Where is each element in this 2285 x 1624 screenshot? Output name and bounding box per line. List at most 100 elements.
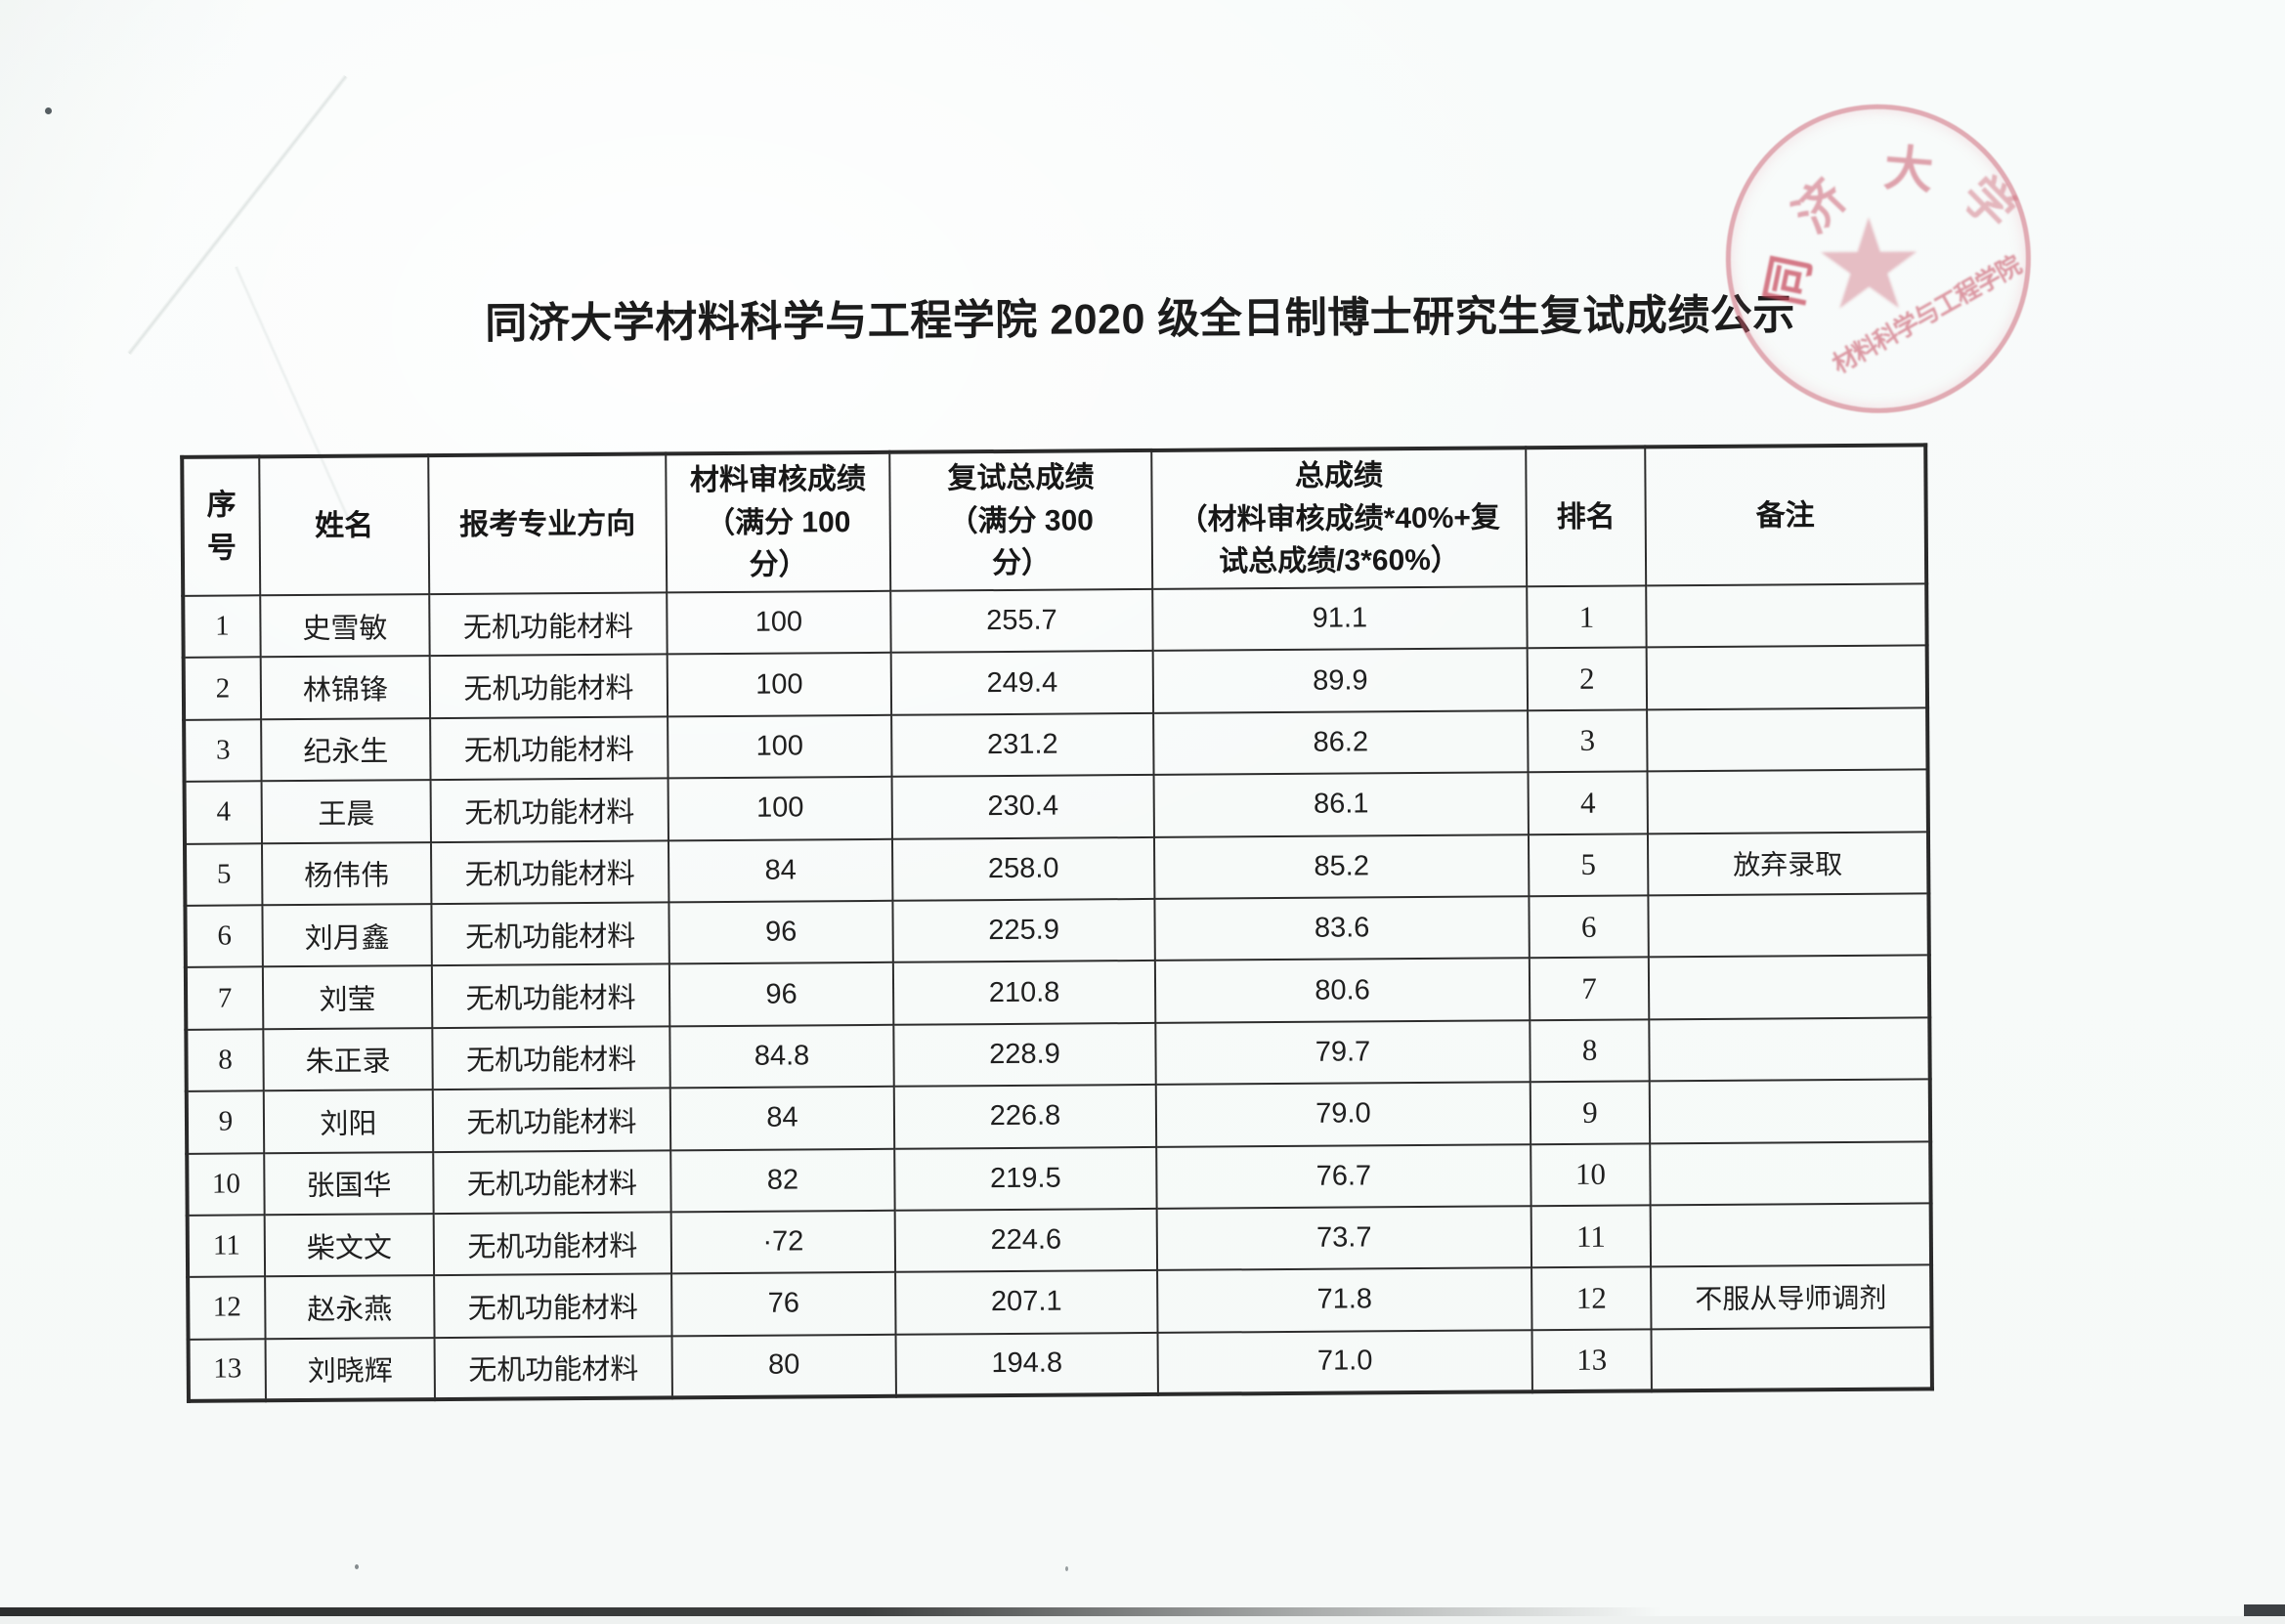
cell-material_score: 100 bbox=[668, 714, 892, 779]
cell-no: 10 bbox=[187, 1152, 265, 1216]
cell-rank: 6 bbox=[1529, 895, 1649, 959]
cell-total_score: 83.6 bbox=[1154, 896, 1530, 962]
header-line: 备注 bbox=[1755, 498, 1815, 533]
header-line: 总成绩 bbox=[1294, 459, 1384, 493]
cell-material_score: 84 bbox=[669, 1086, 895, 1150]
cell-note bbox=[1648, 955, 1930, 1020]
header-line: 报考专业方向 bbox=[459, 507, 636, 541]
cell-total_score: 71.8 bbox=[1157, 1267, 1532, 1333]
header-line: （材料审核成绩*40%+复 bbox=[1178, 501, 1500, 536]
cell-name: 张国华 bbox=[264, 1151, 434, 1216]
cell-material_score: 96 bbox=[668, 962, 894, 1027]
score-table: 序号 姓名 报考专业方向 材料审核成绩 （满分 100 分） 复试总成绩 （满分 300 分） 总… bbox=[180, 443, 1934, 1403]
cell-material_score: 96 bbox=[668, 900, 893, 964]
cell-total_score: 80.6 bbox=[1154, 958, 1531, 1023]
cell-note bbox=[1649, 1079, 1931, 1143]
cell-interview_total: 228.9 bbox=[893, 1022, 1156, 1087]
cell-interview_total: 194.8 bbox=[895, 1332, 1158, 1396]
cell-no: 5 bbox=[184, 842, 263, 906]
cell-note bbox=[1647, 707, 1928, 772]
cell-name: 纪永生 bbox=[261, 717, 431, 782]
cell-rank: 2 bbox=[1527, 647, 1648, 711]
table-row: 13 刘晓辉 无机功能材料 80 194.8 71.0 13 bbox=[188, 1327, 1932, 1401]
header-line: （满分 100 bbox=[705, 505, 851, 539]
cell-major: 无机功能材料 bbox=[433, 1149, 671, 1214]
cell-name: 史雪敏 bbox=[260, 594, 430, 658]
cell-interview_total: 224.6 bbox=[894, 1208, 1158, 1273]
cell-material_score: 100 bbox=[667, 590, 891, 655]
cell-major: 无机功能材料 bbox=[434, 1336, 672, 1400]
cell-name: 杨伟伟 bbox=[261, 841, 432, 906]
cell-total_score: 86.2 bbox=[1153, 710, 1529, 776]
cell-major: 无机功能材料 bbox=[431, 963, 670, 1028]
header-major: 报考专业方向 bbox=[428, 453, 668, 595]
header-rank: 排名 bbox=[1526, 447, 1647, 587]
cell-major: 无机功能材料 bbox=[434, 1273, 672, 1338]
header-line: 分） bbox=[749, 548, 808, 582]
header-line: 分） bbox=[991, 546, 1052, 580]
cell-interview_total: 210.8 bbox=[892, 961, 1156, 1025]
header-line: （满分 300 bbox=[948, 504, 1095, 538]
cell-note: 放弃录取 bbox=[1647, 831, 1929, 896]
header-no: 序号 bbox=[182, 456, 261, 596]
cell-note bbox=[1650, 1203, 1932, 1267]
cell-rank: 4 bbox=[1528, 771, 1648, 834]
cell-name: 赵永燕 bbox=[265, 1275, 435, 1339]
cell-major: 无机功能材料 bbox=[430, 716, 668, 781]
cell-interview_total: 207.1 bbox=[895, 1270, 1158, 1335]
header-note: 备注 bbox=[1645, 445, 1927, 586]
cell-major: 无机功能材料 bbox=[429, 592, 668, 657]
cell-major: 无机功能材料 bbox=[432, 1088, 671, 1152]
cell-note bbox=[1651, 1327, 1932, 1391]
header-row: 序号 姓名 报考专业方向 材料审核成绩 （满分 100 分） 复试总成绩 （满分 300 分） 总… bbox=[182, 445, 1927, 596]
cell-name: 朱正录 bbox=[263, 1027, 433, 1091]
cell-name: 柴文文 bbox=[264, 1213, 435, 1277]
cell-interview_total: 231.2 bbox=[891, 712, 1154, 777]
cell-name: 刘晓辉 bbox=[265, 1337, 435, 1401]
cell-major: 无机功能材料 bbox=[432, 1026, 670, 1090]
cell-total_score: 79.0 bbox=[1155, 1082, 1531, 1147]
header-name: 姓名 bbox=[259, 455, 430, 596]
score-table-header: 序号 姓名 报考专业方向 材料审核成绩 （满分 100 分） 复试总成绩 （满分 300 分） 总… bbox=[182, 445, 1927, 596]
cell-note bbox=[1650, 1140, 1931, 1206]
cell-rank: 12 bbox=[1531, 1266, 1652, 1330]
cell-interview_total: 225.9 bbox=[892, 898, 1155, 963]
cell-total_score: 79.7 bbox=[1155, 1019, 1531, 1086]
cell-interview_total: 258.0 bbox=[891, 836, 1155, 901]
cell-rank: 3 bbox=[1528, 709, 1648, 773]
header-line: 姓名 bbox=[315, 509, 374, 542]
cell-material_score: 100 bbox=[667, 653, 892, 717]
cell-no: 8 bbox=[186, 1029, 264, 1091]
cell-no: 4 bbox=[184, 781, 262, 844]
cell-total_score: 71.0 bbox=[1157, 1329, 1532, 1394]
university-seal-stamp: ★ 同 济 大 学 材料科学与工程学院 bbox=[1724, 103, 2032, 414]
cell-name: 刘月鑫 bbox=[262, 904, 432, 967]
cell-material_score: 84.8 bbox=[669, 1024, 894, 1089]
page-title: 同济大学材料科学与工程学院 2020 级全日制博士研究生复试成绩公示 bbox=[485, 291, 1795, 348]
cell-major: 无机功能材料 bbox=[431, 902, 669, 966]
cell-material_score: ·72 bbox=[670, 1210, 896, 1274]
scanner-edge-shadow bbox=[0, 1607, 1661, 1616]
cell-interview_total: 230.4 bbox=[891, 775, 1154, 839]
cell-interview_total: 255.7 bbox=[890, 588, 1153, 654]
scan-speck bbox=[355, 1564, 359, 1569]
cell-rank: 8 bbox=[1530, 1019, 1650, 1083]
cell-total_score: 73.7 bbox=[1156, 1206, 1532, 1271]
cell-note: 不服从导师调剂 bbox=[1651, 1264, 1932, 1330]
cell-name: 王晨 bbox=[261, 780, 431, 843]
cell-no: 1 bbox=[183, 595, 261, 659]
cell-material_score: 100 bbox=[668, 776, 892, 840]
cell-total_score: 91.1 bbox=[1152, 586, 1528, 652]
scanner-corner-shadow bbox=[2244, 1604, 2285, 1616]
cell-note bbox=[1646, 645, 1928, 710]
seal-char: 学 bbox=[1952, 166, 2026, 240]
header-line: 材料审核成绩 bbox=[689, 463, 867, 497]
cell-no: 9 bbox=[186, 1090, 265, 1154]
cell-major: 无机功能材料 bbox=[433, 1212, 672, 1276]
cell-name: 刘莹 bbox=[262, 965, 433, 1030]
cell-no: 2 bbox=[183, 657, 262, 720]
header-line: 试总成绩/3*60%） bbox=[1219, 543, 1460, 578]
cell-total_score: 76.7 bbox=[1156, 1143, 1531, 1209]
